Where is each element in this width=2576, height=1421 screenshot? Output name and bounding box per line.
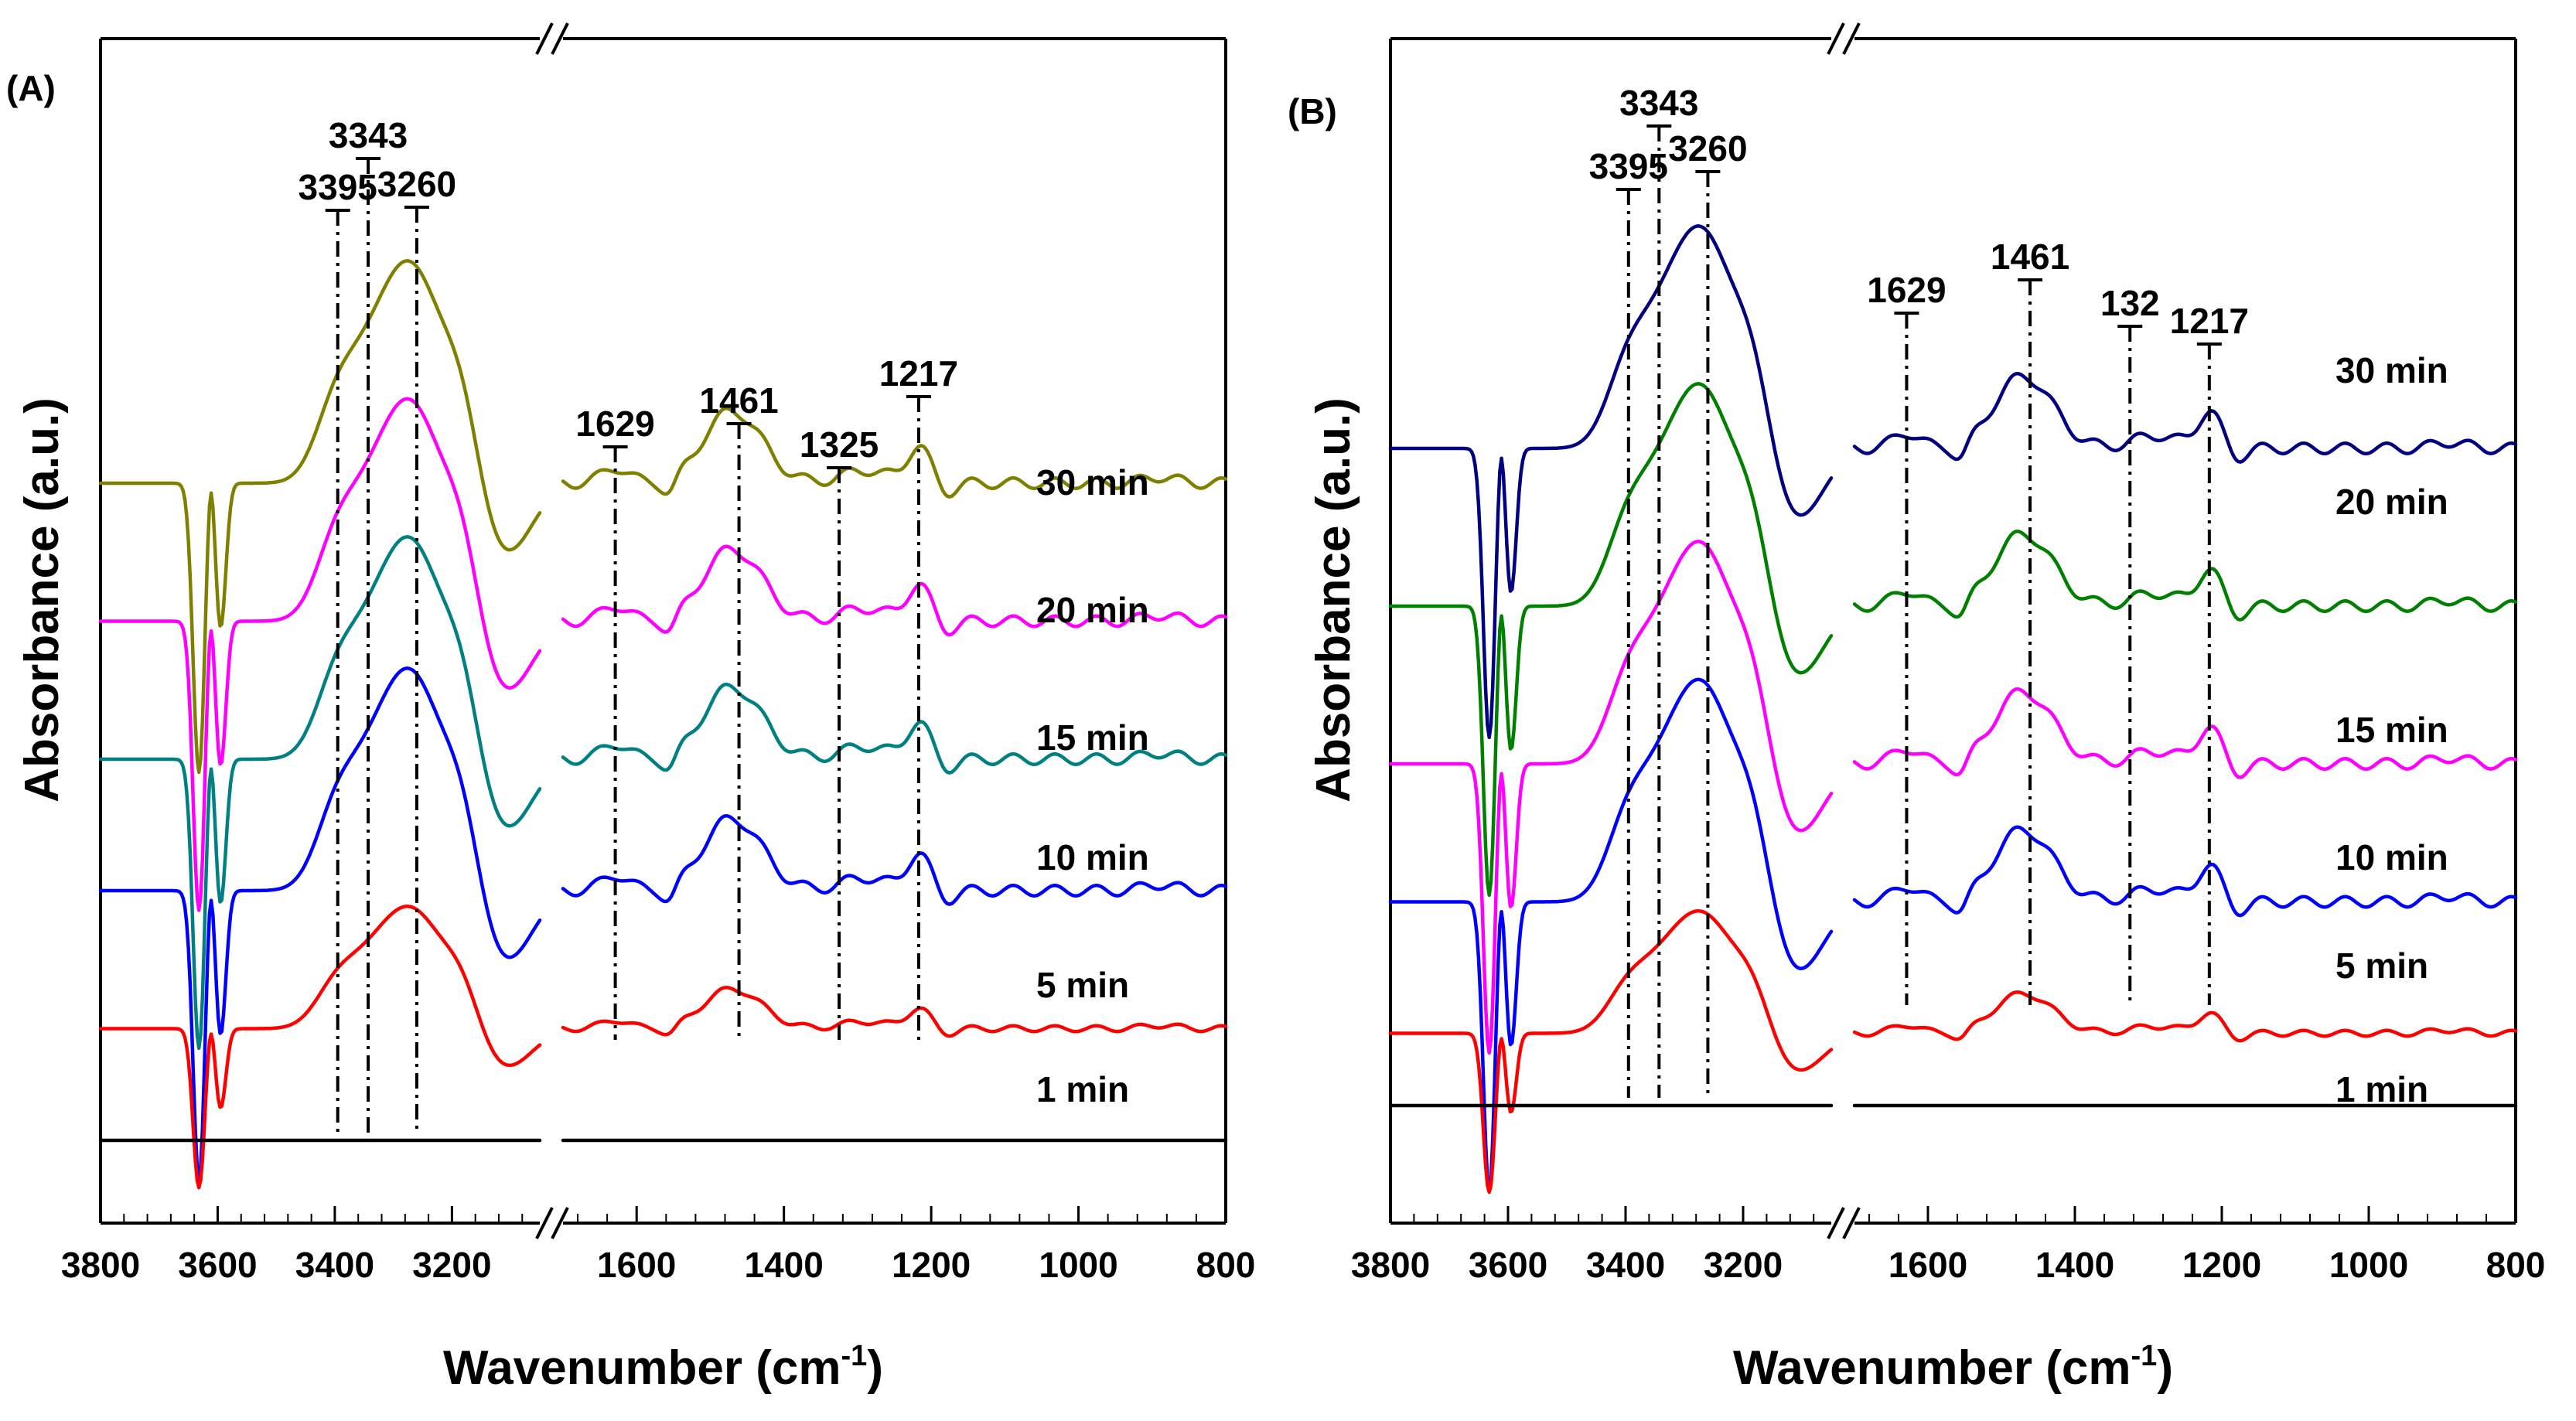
x-tick-label: 1200: [892, 1245, 971, 1285]
spectrum-30-min-fingerprint-region: [561, 406, 1228, 499]
spectrum-20-min-fingerprint-region: [1852, 529, 2518, 622]
series-label: 15 min: [2335, 710, 2448, 750]
spectrum-5-min-oh-region: [98, 905, 542, 1190]
spectrum-30-min-fingerprint-region: [1852, 371, 2518, 464]
axis-break-mark: [551, 1207, 569, 1239]
spectrum-30-min-oh-region: [1388, 224, 1834, 740]
axis-break-mark: [535, 22, 554, 55]
x-tick-label: 3400: [295, 1245, 374, 1285]
x-tick-label: 800: [2486, 1245, 2546, 1285]
series-label: 5 min: [1036, 965, 1129, 1005]
series-label: 30 min: [1036, 462, 1149, 503]
series-label: 15 min: [1036, 717, 1149, 758]
spectrum-15-min-fingerprint-region: [1852, 687, 2518, 779]
chart-panel-b: 3800 3600 3400 3200 1600 1400 1200 1000 800 30 mi…: [1288, 22, 2546, 1395]
series-label: 30 min: [2335, 350, 2448, 390]
peak-label: 1325: [800, 424, 879, 465]
spectrum-10-min-fingerprint-region: [1852, 825, 2518, 918]
series-label: 20 min: [2335, 482, 2448, 522]
spectrum-10-min-oh-region: [1388, 677, 1834, 1193]
spectrum-15-min-oh-region: [1388, 540, 1834, 1055]
axis-break-mark: [1827, 22, 1845, 55]
series-label: 10 min: [2335, 837, 2448, 877]
series-label: 20 min: [1036, 590, 1149, 630]
x-tick-label: 1600: [1888, 1245, 1967, 1285]
x-tick-label: 1000: [1039, 1245, 1117, 1285]
x-tick-label: 1000: [2329, 1245, 2408, 1285]
x-axis-title: Wavenumber (cm-1): [443, 1340, 883, 1395]
series-label: 1 min: [1036, 1069, 1129, 1109]
chart-panel-a: 3800 3600 3400 3200 1600 1400 1200 1000 800 30 mi…: [6, 22, 1256, 1395]
x-tick-label: 1400: [2035, 1245, 2114, 1285]
x-tick-label: 3600: [178, 1245, 257, 1285]
peak-label: 132: [2100, 283, 2160, 323]
y-axis-title: Absorbance (a.u.): [1307, 397, 1360, 803]
x-tick-label: 1400: [744, 1245, 823, 1285]
x-tick-label: 3600: [1469, 1245, 1547, 1285]
series-label: 5 min: [2335, 946, 2428, 986]
x-tick-label: 3200: [412, 1245, 491, 1285]
peak-label: 1217: [879, 353, 958, 394]
spectrum-5-min-fingerprint-region: [561, 986, 1228, 1038]
peak-label: 3260: [377, 164, 456, 204]
peak-label: 3395: [1589, 146, 1668, 186]
y-axis-title: Absorbance (a.u.): [15, 397, 69, 803]
x-tick-label: 3400: [1586, 1245, 1665, 1285]
x-tick-label: 3200: [1704, 1245, 1783, 1285]
spectrum-15-min-oh-region: [98, 535, 542, 1051]
spectrum-10-min-oh-region: [98, 666, 542, 1182]
spectrum-20-min-oh-region: [98, 397, 542, 912]
panel-label: (B): [1288, 91, 1337, 131]
spectrum-5-min-oh-region: [1388, 909, 1834, 1194]
spectrum-15-min-fingerprint-region: [561, 682, 1228, 775]
x-tick-label: 3800: [61, 1245, 140, 1285]
axis-break-mark: [1842, 22, 1861, 55]
x-tick-label: 1600: [597, 1245, 676, 1285]
x-tick-label: 800: [1196, 1245, 1256, 1285]
peak-label: 3343: [1619, 83, 1698, 123]
peak-label: 3343: [329, 115, 408, 155]
axis-break-mark: [1827, 1207, 1845, 1239]
spectrum-20-min-fingerprint-region: [561, 544, 1228, 637]
x-tick-label: 3800: [1351, 1245, 1430, 1285]
peak-label: 3395: [299, 167, 377, 207]
series-label: 1 min: [2335, 1069, 2428, 1109]
peak-label: 1629: [575, 404, 654, 444]
axis-break-mark: [535, 1207, 554, 1239]
peak-label: 1461: [699, 380, 778, 421]
peak-label: 1629: [1867, 270, 1946, 310]
x-axis-title: Wavenumber (cm-1): [1733, 1340, 2173, 1395]
spectrum-20-min-oh-region: [1388, 382, 1834, 898]
axis-break-mark: [551, 22, 569, 55]
spectrum-10-min-fingerprint-region: [561, 813, 1228, 906]
peak-label: 3260: [1668, 128, 1747, 169]
panel-label: (A): [6, 68, 56, 108]
x-tick-label: 1200: [2182, 1245, 2261, 1285]
peak-label: 1461: [1991, 237, 2069, 277]
series-label: 10 min: [1036, 837, 1149, 877]
peak-label: 1217: [2170, 301, 2249, 341]
spectrum-5-min-fingerprint-region: [1852, 990, 2518, 1043]
spectrum-30-min-oh-region: [98, 259, 542, 775]
axis-break-mark: [1842, 1207, 1861, 1239]
